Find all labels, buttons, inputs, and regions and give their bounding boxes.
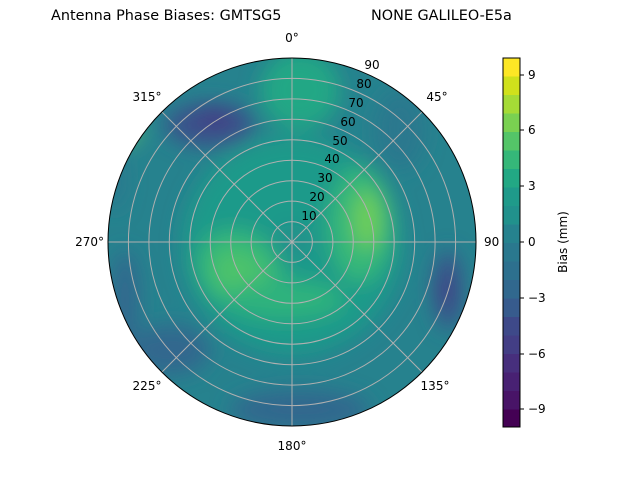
- radial-tick-50: 50: [332, 134, 347, 148]
- radial-tick-40: 40: [324, 152, 339, 166]
- radial-tick-60: 60: [340, 115, 355, 129]
- colorbar-tick-0: 0: [528, 235, 536, 249]
- angle-tick-0: 0°: [285, 31, 299, 45]
- angle-tick-135: 135°: [421, 379, 450, 393]
- radial-tick-70: 70: [348, 96, 363, 110]
- polar-frame: [107, 57, 477, 427]
- radial-tick-30: 30: [317, 171, 332, 185]
- radial-tick-90: 90: [364, 58, 379, 72]
- angle-tick-45: 45°: [426, 90, 447, 104]
- chart-title-right: NONE GALILEO-E5a: [371, 8, 512, 24]
- colorbar-tick-m6: −6: [528, 347, 546, 361]
- polar-grid: [108, 58, 476, 426]
- colorbar-tick-9: 9: [528, 68, 536, 82]
- colorbar-tick-3: 3: [528, 179, 536, 193]
- angle-tick-180: 180°: [278, 439, 307, 453]
- chart-title-left: Antenna Phase Biases: GMTSG5: [51, 8, 282, 24]
- colorbar-tick-m3: −3: [528, 291, 546, 305]
- colorbar-label: Bias (mm): [556, 211, 570, 273]
- angle-tick-90: 90: [484, 235, 499, 249]
- angle-tick-315: 315°: [133, 90, 162, 104]
- radial-tick-80: 80: [356, 77, 371, 91]
- radial-tick-20: 20: [309, 190, 324, 204]
- angle-tick-225: 225°: [133, 379, 162, 393]
- colorbar-tick-m9: −9: [528, 402, 546, 416]
- colorbar-tick-6: 6: [528, 123, 536, 137]
- angle-tick-270: 270°: [75, 235, 104, 249]
- colorbar: 9 6 3 0 −3 −6 −9 Bias (mm): [502, 57, 570, 428]
- radial-tick-10: 10: [301, 209, 316, 223]
